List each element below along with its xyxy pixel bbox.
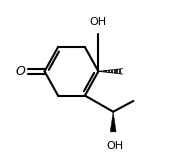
Text: OH: OH (90, 17, 107, 27)
Text: O: O (15, 65, 25, 78)
Polygon shape (110, 112, 116, 132)
Text: OH: OH (106, 141, 123, 151)
